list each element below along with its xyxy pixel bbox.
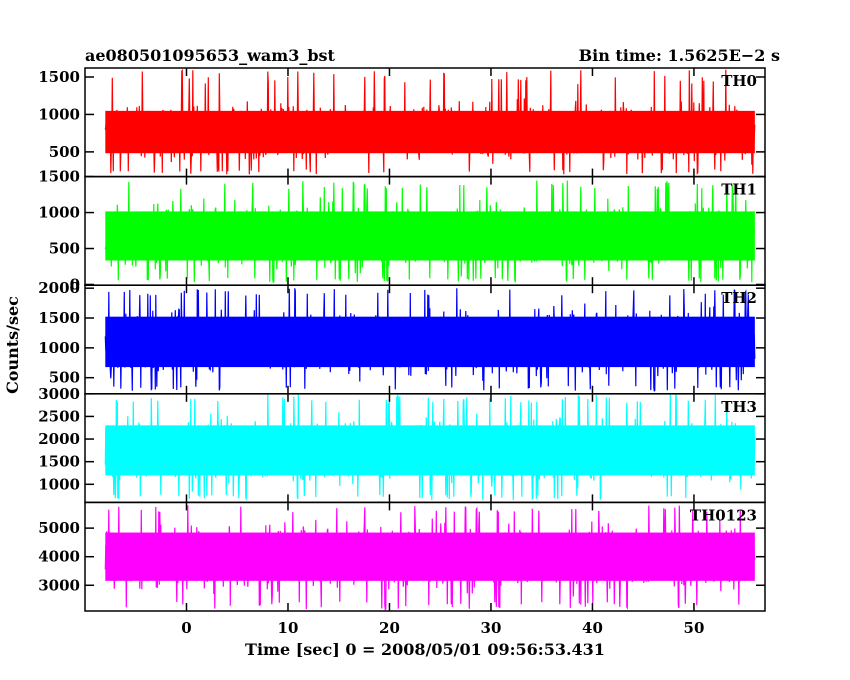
y-tick-label: 1000 xyxy=(38,475,80,493)
y-tick-label: 1500 xyxy=(38,453,80,471)
series-core-th1 xyxy=(105,211,755,261)
chart-title-left: ae080501095653_wam3_bst xyxy=(85,46,336,65)
y-tick-label: 1500 xyxy=(38,309,80,327)
y-tick-label: 1000 xyxy=(38,204,80,222)
y-axis-label: Counts/sec xyxy=(3,296,22,394)
panel-th2: 500 1000 1500 2000 TH2 xyxy=(38,279,766,395)
panel-th0123: 3000 4000 5000 TH0123 xyxy=(38,501,766,612)
panel-th0: 500 1000 1500 TH0 xyxy=(38,67,766,178)
series-core-th3 xyxy=(105,425,755,476)
series-core-th0123 xyxy=(105,532,755,581)
y-tick-label: 500 xyxy=(49,240,80,258)
y-tick-label: 500 xyxy=(49,143,80,161)
panel-name-th3: TH3 xyxy=(721,398,757,416)
panel-name-th0: TH0 xyxy=(721,72,757,90)
series-core-th0 xyxy=(105,110,755,154)
y-tick-label: 3000 xyxy=(38,576,80,594)
y-tick-label: 0 xyxy=(70,275,80,293)
panel-th1: 0 500 1000 1500 TH1 xyxy=(38,168,766,293)
y-tick-label: 5000 xyxy=(38,519,80,537)
y-tick-label: 1000 xyxy=(38,105,80,123)
panel-name-th1: TH1 xyxy=(721,181,757,199)
x-tick-label: 10 xyxy=(278,619,299,637)
y-tick-label: 2000 xyxy=(38,279,80,297)
x-tick-label: 20 xyxy=(379,619,400,637)
x-tick-label: 40 xyxy=(582,619,603,637)
y-tick-label: 1500 xyxy=(38,68,80,86)
y-tick-label: 500 xyxy=(49,369,80,387)
y-tick-label: 1500 xyxy=(38,168,80,186)
y-tick-label: 2500 xyxy=(38,407,80,425)
x-tick-label: 30 xyxy=(481,619,502,637)
panel-th3: 1000 1500 2000 2500 3000 TH3 xyxy=(38,385,766,504)
panel-name-th2: TH2 xyxy=(721,289,757,307)
x-tick-label: 50 xyxy=(684,619,705,637)
x-axis-label: Time [sec] 0 = 2008/05/01 09:56:53.431 xyxy=(245,640,605,659)
y-tick-label: 3000 xyxy=(38,385,80,403)
series-core-th2 xyxy=(105,316,755,368)
y-tick-label: 1000 xyxy=(38,339,80,357)
x-tick-label: 0 xyxy=(181,619,191,637)
chart-title-right: Bin time: 1.5625E−2 s xyxy=(579,46,780,65)
y-tick-label: 2000 xyxy=(38,430,80,448)
y-tick-label: 4000 xyxy=(38,548,80,566)
panel-name-th0123: TH0123 xyxy=(690,506,757,524)
